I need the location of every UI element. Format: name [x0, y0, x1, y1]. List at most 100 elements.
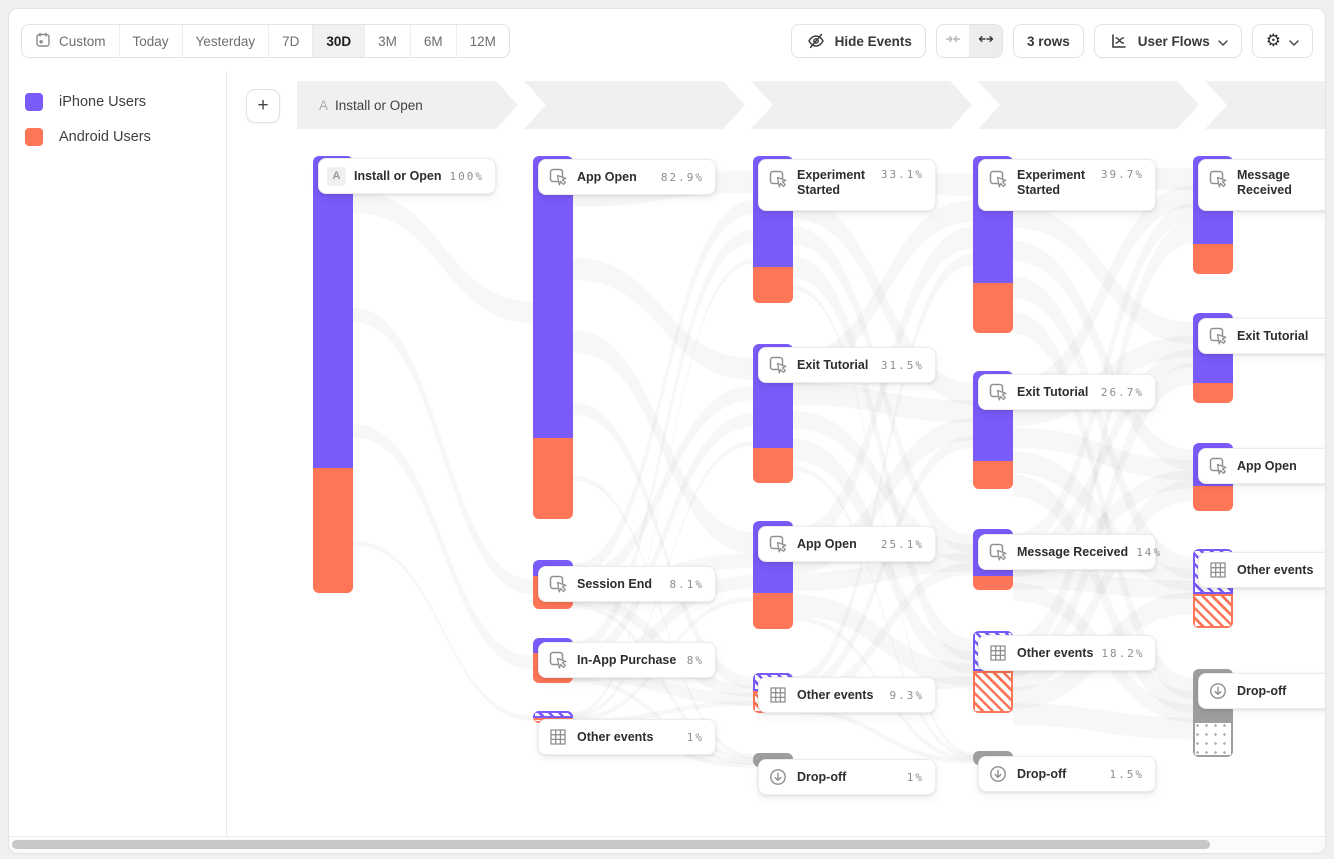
- flow-node-card-exit-tutorial[interactable]: Exit Tutorial 31.5%: [758, 347, 936, 383]
- flow-step-segment[interactable]: [978, 81, 1199, 129]
- flow-step-segment-a[interactable]: A Install or Open: [297, 81, 518, 129]
- date-range-30d[interactable]: 30D: [312, 25, 365, 57]
- click-event-icon: [1207, 168, 1229, 190]
- bar-segment-orange: [753, 593, 793, 629]
- series-legend: iPhone Users Android Users: [25, 93, 151, 146]
- flow-node-card-message-received[interactable]: Message Received 14%: [978, 534, 1160, 570]
- flow-node-card-experiment-started[interactable]: Experiment Started 39.7%: [978, 159, 1156, 211]
- flow-node-label: App Open: [577, 170, 637, 184]
- click-event-icon: [547, 573, 569, 595]
- rows-label: 3 rows: [1026, 33, 1070, 49]
- click-event-icon: [987, 541, 1009, 563]
- flow-node-label: Other events: [577, 730, 654, 744]
- flow-node-card-install-or-open[interactable]: A Install or Open 100%: [318, 158, 496, 194]
- flow-node-value: 1.5%: [1109, 767, 1144, 781]
- flow-node-bar[interactable]: [533, 156, 573, 519]
- flow-steps-banner: A Install or Open: [297, 81, 1325, 129]
- flow-node-card-in-app-purchase[interactable]: In-App Purchase 8%: [538, 642, 716, 678]
- flow-node-value: 82.9%: [660, 170, 704, 184]
- calendar-icon: [35, 32, 51, 51]
- date-range-picker: Custom Today Yesterday 7D 30D 3M 6M 12M: [21, 24, 510, 58]
- flow-node-value: 100%: [449, 169, 485, 183]
- bar-segment-orange: [973, 576, 1013, 590]
- bar-segment-purple_hatch: [533, 711, 573, 718]
- flow-node-value: 9.3%: [889, 688, 924, 702]
- flows-chart-icon: [1108, 30, 1130, 52]
- flow-node-value: 33.1%: [880, 168, 924, 181]
- flow-step-segment[interactable]: [751, 81, 972, 129]
- bar-segment-orange: [1193, 486, 1233, 511]
- expand-columns-button[interactable]: [968, 25, 1002, 57]
- date-range-label: Yesterday: [195, 33, 256, 49]
- view-selector-button[interactable]: User Flows: [1093, 24, 1242, 58]
- grid-icon: [767, 684, 789, 706]
- flow-node-card-exit-tutorial[interactable]: Exit Tutorial: [1198, 318, 1325, 354]
- hide-events-button[interactable]: Hide Events: [790, 24, 926, 58]
- flow-node-bar[interactable]: [313, 156, 353, 593]
- flow-node-card-app-open[interactable]: App Open 25.1%: [758, 526, 936, 562]
- flow-node-value: 26.7%: [1100, 385, 1144, 399]
- flow-node-card-session-end[interactable]: Session End 8.1%: [538, 566, 716, 602]
- grid-icon: [547, 726, 569, 748]
- bar-segment-orange: [533, 438, 573, 519]
- flow-node-label: Other events: [1017, 646, 1094, 660]
- flow-node-card-drop-off[interactable]: Drop-off: [1198, 673, 1325, 709]
- date-range-label: Custom: [59, 33, 106, 49]
- flow-step-segment[interactable]: [524, 81, 745, 129]
- bar-segment-purple: [313, 156, 353, 468]
- legend-item[interactable]: iPhone Users: [25, 93, 151, 111]
- bar-segment-orange: [313, 468, 353, 593]
- flow-node-label: Message Received: [1017, 545, 1129, 559]
- flow-node-card-other-events[interactable]: Other events: [1198, 552, 1325, 588]
- date-range-label: 3M: [378, 33, 397, 49]
- add-step-button[interactable]: +: [246, 89, 280, 123]
- flow-node-label: Drop-off: [1017, 767, 1067, 781]
- bar-segment-orange: [973, 461, 1013, 489]
- step-letter-badge: A: [327, 166, 346, 186]
- horizontal-scrollbar-thumb[interactable]: [12, 840, 1210, 849]
- flow-node-card-app-open[interactable]: App Open 82.9%: [538, 159, 716, 195]
- toolbar-right: Hide Events 3 rows: [790, 24, 1313, 58]
- click-event-icon: [767, 354, 789, 376]
- collapse-columns-button[interactable]: [937, 25, 969, 57]
- grid-icon: [1207, 559, 1229, 581]
- date-range-today[interactable]: Today: [118, 25, 182, 57]
- bar-segment-orange: [1193, 244, 1233, 274]
- step-label: Install or Open: [335, 97, 423, 113]
- flow-node-card-app-open[interactable]: App Open: [1198, 448, 1325, 484]
- flow-node-card-drop-off[interactable]: Drop-off 1%: [758, 759, 936, 795]
- date-range-3m[interactable]: 3M: [364, 25, 410, 57]
- date-range-custom[interactable]: Custom: [22, 25, 119, 57]
- flow-step-segment[interactable]: [1205, 81, 1325, 129]
- bar-segment-gray_dots: [1193, 721, 1233, 757]
- legend-item[interactable]: Android Users: [25, 128, 151, 146]
- sidebar-divider: [226, 71, 227, 837]
- flow-node-label: Session End: [577, 577, 653, 591]
- date-range-yesterday[interactable]: Yesterday: [181, 25, 269, 57]
- chevron-down-icon: [1218, 34, 1228, 49]
- bar-segment-orange: [753, 448, 793, 483]
- flow-node-label: Other events: [1237, 563, 1314, 577]
- arrow-down-circle-icon: [767, 766, 789, 788]
- date-range-7d[interactable]: 7D: [268, 25, 312, 57]
- settings-button[interactable]: ⚙: [1251, 24, 1313, 58]
- flow-node-card-other-events[interactable]: Other events 1%: [538, 719, 716, 755]
- flow-node-card-exit-tutorial[interactable]: Exit Tutorial 26.7%: [978, 374, 1156, 410]
- flow-node-label: App Open: [797, 537, 857, 551]
- flow-node-value: 31.5%: [880, 358, 924, 372]
- bar-segment-orange: [1193, 383, 1233, 403]
- flow-node-card-other-events[interactable]: Other events 9.3%: [758, 677, 936, 713]
- date-range-6m[interactable]: 6M: [409, 25, 456, 57]
- click-event-icon: [987, 168, 1009, 190]
- flow-node-card-other-events[interactable]: Other events 18.2%: [978, 635, 1156, 671]
- flow-node-card-drop-off[interactable]: Drop-off 1.5%: [978, 756, 1156, 792]
- plus-icon: +: [257, 95, 269, 116]
- flow-node-card-experiment-started[interactable]: Experiment Started 33.1%: [758, 159, 936, 211]
- view-label: User Flows: [1137, 33, 1210, 49]
- flow-node-value: 8.1%: [669, 577, 704, 591]
- date-range-12m[interactable]: 12M: [455, 25, 509, 57]
- flow-node-label: Exit Tutorial: [1017, 385, 1089, 399]
- rows-button[interactable]: 3 rows: [1012, 24, 1084, 58]
- flow-node-label: Drop-off: [797, 770, 847, 784]
- flow-node-card-message-received[interactable]: Message Received: [1198, 159, 1325, 211]
